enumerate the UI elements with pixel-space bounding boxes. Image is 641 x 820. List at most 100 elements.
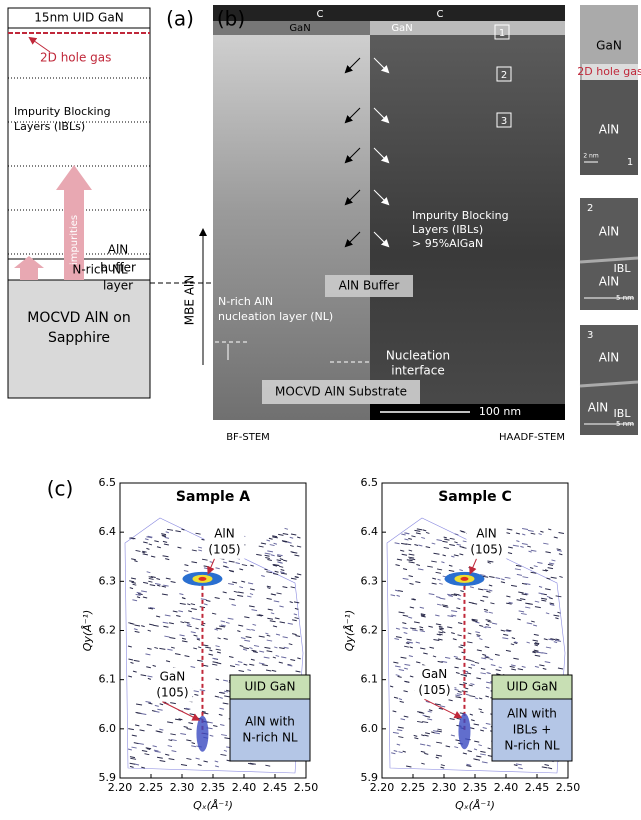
label: 1: [627, 157, 633, 168]
noise: [490, 664, 496, 667]
noise: [237, 591, 244, 594]
noise: [395, 627, 400, 630]
noise: [451, 632, 455, 635]
noise: [537, 651, 543, 654]
noise: [403, 715, 409, 718]
noise: [164, 614, 171, 617]
noise: [420, 614, 425, 617]
rsm-plot: 2.20 2.25 2.30 2.35 2.40 2.45 2.50 5.9 6.0 6.1 6.2…: [343, 476, 580, 812]
noise: [548, 528, 552, 531]
noise: [238, 670, 245, 673]
noise: [393, 661, 399, 664]
noise: [264, 554, 270, 557]
noise: [402, 577, 409, 580]
noise: [198, 549, 203, 552]
noise: [159, 703, 164, 706]
noise: [439, 597, 446, 600]
noise: [487, 561, 491, 564]
label: 1: [499, 28, 505, 39]
noise: [225, 621, 230, 624]
noise: [161, 593, 168, 596]
noise: [215, 648, 221, 651]
peak-center: [198, 576, 207, 581]
noise: [480, 750, 486, 753]
noise: [172, 610, 178, 613]
noise: [395, 564, 400, 567]
panel-a: 15nm UID GaN (a) 2D hole gas Impurity Bl…: [7, 7, 360, 399]
noise: [545, 612, 550, 615]
noise: [541, 599, 547, 602]
noise: [474, 740, 480, 743]
noise: [196, 638, 201, 641]
noise: [463, 682, 468, 685]
noise: [295, 670, 301, 673]
noise: [545, 588, 551, 591]
noise: [154, 646, 159, 649]
label: GaN: [596, 39, 622, 53]
noise: [261, 664, 268, 667]
noise: [415, 581, 421, 584]
noise: [408, 537, 413, 540]
noise: [419, 630, 426, 633]
noise: [170, 739, 177, 742]
noise: [277, 554, 283, 557]
noise: [245, 636, 252, 639]
noise: [511, 637, 516, 640]
noise: [438, 631, 443, 634]
noise: [419, 628, 424, 631]
noise: [546, 595, 551, 598]
noise: [167, 721, 174, 724]
noise: [480, 753, 486, 756]
noise: [468, 601, 474, 604]
noise: [521, 665, 526, 668]
noise: [449, 544, 455, 547]
noise: [545, 646, 552, 649]
noise: [466, 763, 471, 766]
noise: [542, 667, 547, 670]
noise: [546, 577, 551, 580]
noise: [485, 626, 492, 629]
noise: [271, 669, 277, 672]
noise: [525, 606, 531, 609]
noise: [251, 649, 257, 652]
noise: [249, 663, 255, 666]
noise: [459, 553, 464, 556]
noise: [514, 641, 518, 644]
noise: [484, 610, 488, 613]
noise: [449, 718, 455, 721]
noise: [404, 538, 409, 541]
noise: [181, 528, 185, 531]
peak-arrow: [469, 558, 477, 575]
noise: [145, 653, 151, 656]
noise: [165, 660, 171, 663]
label: 5 nm: [616, 294, 634, 302]
noise: [544, 661, 551, 664]
noise: [511, 584, 517, 587]
noise: [233, 590, 238, 593]
noise: [201, 710, 206, 713]
noise: [451, 614, 457, 617]
label-bg: [582, 64, 638, 80]
noise: [433, 732, 440, 735]
y-tick-label: 6.1: [99, 673, 117, 686]
noise: [444, 538, 450, 541]
noise: [272, 564, 279, 567]
noise: [480, 667, 486, 670]
noise: [515, 564, 522, 567]
noise: [146, 666, 151, 669]
label: AlN: [108, 243, 129, 257]
noise: [144, 753, 150, 756]
noise: [193, 690, 199, 693]
noise: [464, 687, 469, 690]
label-bg: [262, 380, 420, 404]
noise: [409, 558, 416, 561]
noise: [550, 638, 556, 641]
noise: [154, 582, 161, 585]
noise: [545, 551, 551, 554]
noise: [133, 659, 140, 662]
noise: [400, 656, 407, 659]
panel-b: (b) C GaN C GaN 1 2 3 Impurity Blocking …: [183, 5, 641, 443]
noise: [502, 637, 509, 640]
gan-layer: [213, 21, 370, 35]
ibl-line: [579, 380, 639, 388]
